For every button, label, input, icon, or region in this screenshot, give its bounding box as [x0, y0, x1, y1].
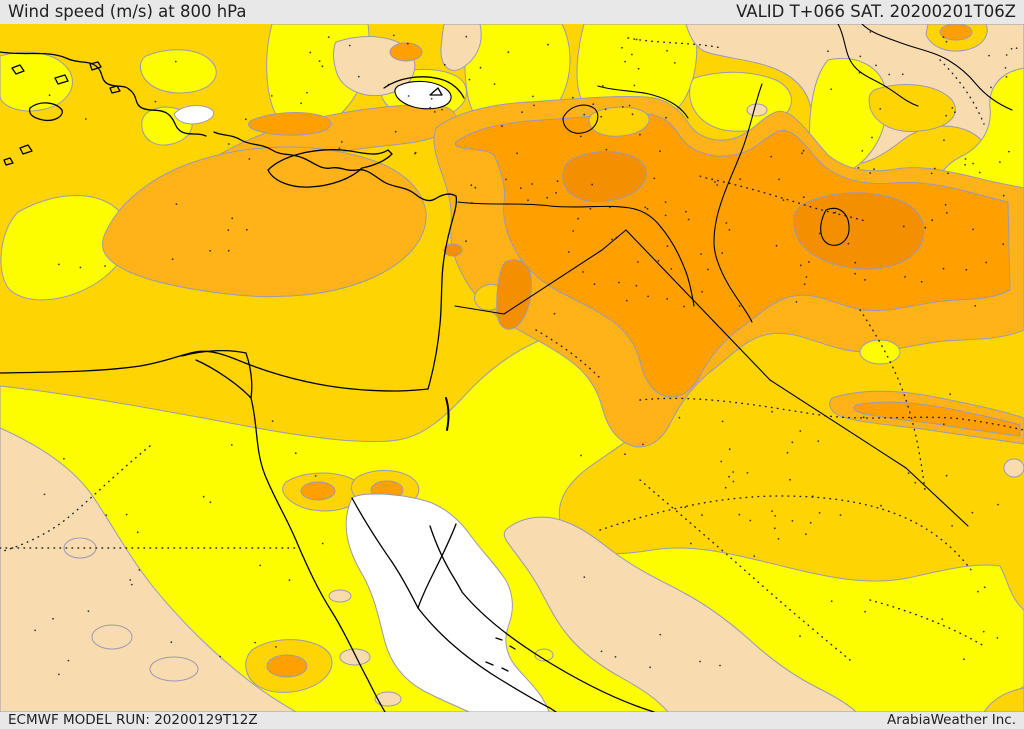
nile-river — [250, 397, 386, 712]
turkey-levant-coast — [213, 131, 458, 390]
dotted-boundaries — [0, 37, 1024, 661]
red-sea-west-coast — [417, 607, 557, 712]
map-title: Wind speed (m/s) at 800 hPa — [8, 1, 247, 21]
red-sea-east-coast — [461, 591, 655, 712]
brand-label: ArabiaWeather Inc. — [886, 711, 1016, 728]
nile-delta — [181, 349, 253, 399]
lake-van — [562, 104, 599, 134]
stipple-dots — [34, 31, 1018, 676]
dead-sea — [445, 397, 450, 431]
egypt-coast — [0, 350, 429, 392]
cyprus-outline — [267, 149, 393, 188]
sinai-east-coast — [417, 523, 457, 609]
country-borders — [454, 24, 1013, 527]
iran-border — [713, 83, 763, 323]
valid-time-label: VALID T+066 SAT. 20200201T06Z — [736, 1, 1016, 21]
wind-speed-map — [0, 24, 1024, 712]
status-bar: ECMWF MODEL RUN: 20200129T12Z ArabiaWeat… — [0, 712, 1024, 729]
marmara-coast — [383, 76, 465, 99]
title-bar: Wind speed (m/s) at 800 hPa VALID T+066 … — [0, 0, 1024, 24]
iraq-saudi-border — [625, 229, 969, 527]
gulf-of-suez — [351, 497, 419, 609]
coastlines — [0, 51, 655, 712]
jordan-saudi-border — [454, 229, 627, 315]
gulf-of-aqaba — [429, 525, 463, 593]
contour-bands — [0, 24, 1024, 712]
lake-urmia — [820, 207, 850, 246]
model-run-label: ECMWF MODEL RUN: 20200129T12Z — [8, 711, 258, 728]
aegean-coast — [0, 51, 207, 137]
turkey-syria-border — [457, 201, 695, 307]
